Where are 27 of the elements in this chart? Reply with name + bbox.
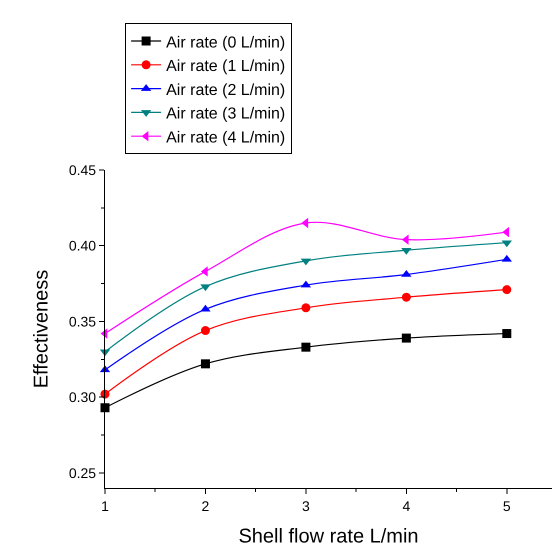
x-tick-label: 1 <box>101 498 110 514</box>
point <box>402 334 411 343</box>
point <box>200 359 210 368</box>
y-tick-label: 0.35 <box>68 313 96 330</box>
legend-label: Air rate (3 L/min) <box>166 106 286 123</box>
x-tick-label: 3 <box>302 498 310 514</box>
legend-label: Air rate (1 L/min) <box>166 58 286 76</box>
legend-label: Air rate (4 L/min) <box>166 129 286 146</box>
x-tick-label: 4 <box>402 498 410 514</box>
y-axis-title: Effectiveness <box>30 270 52 388</box>
legend-label: Air rate (0 L/min) <box>166 34 286 52</box>
y-tick-label: 0.40 <box>68 238 96 254</box>
x-tick-label: 2 <box>202 498 210 514</box>
point <box>301 303 310 312</box>
x-axis-title: Shell flow rate L/min <box>238 525 419 548</box>
y-tick-label: 0.30 <box>68 389 96 406</box>
x-tick-label: 5 <box>502 498 511 514</box>
point <box>402 292 411 302</box>
legend-label: Air rate (2 L/min) <box>166 82 286 99</box>
point <box>502 240 512 248</box>
point <box>502 329 512 338</box>
point <box>200 326 210 336</box>
y-tick-label: 0.45 <box>68 162 96 178</box>
point <box>301 342 310 352</box>
point <box>502 285 512 294</box>
y-tick-label: 0.25 <box>68 464 96 481</box>
point <box>502 254 512 262</box>
